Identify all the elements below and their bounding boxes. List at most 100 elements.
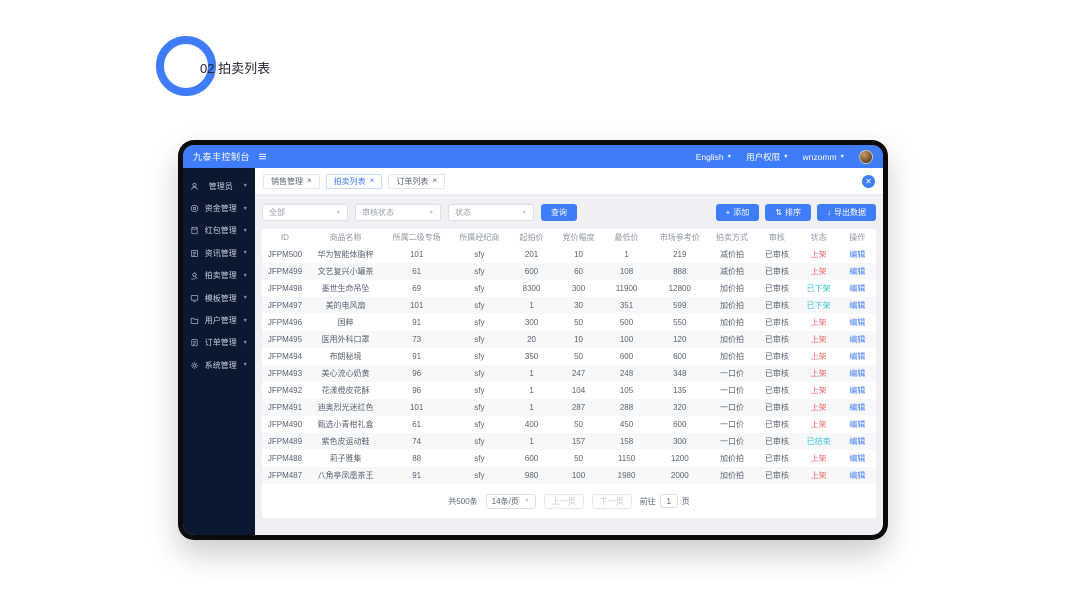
sidebar-item[interactable]: 红包管理 ▼ xyxy=(183,220,255,242)
sidebar-item[interactable]: 系统管理 ▼ xyxy=(183,354,255,376)
cell-start: 1 xyxy=(529,369,534,378)
filter-select[interactable]: 审核状态 ▼ xyxy=(355,204,441,221)
cell-method: 加价拍 xyxy=(720,301,744,310)
cell-id: JFPM497 xyxy=(267,301,303,310)
sort-button[interactable]: ⇅ 排序 xyxy=(765,204,811,221)
cell-step: 50 xyxy=(574,318,583,327)
table-row: JFPM497 美的电风扇 101 sfy 1 30 351 599 加价拍 已审核 已下架 编辑 xyxy=(262,297,876,314)
cell-id: JFPM494 xyxy=(267,352,303,361)
cell-broker: sfy xyxy=(474,420,485,429)
column-header: 拍卖方式 xyxy=(716,233,748,242)
edit-link[interactable]: 编辑 xyxy=(849,471,866,480)
cell-action: 编辑 xyxy=(838,351,876,362)
permissions-menu[interactable]: 用户权限 ▼ xyxy=(746,151,788,163)
sidebar-item[interactable]: 订单管理 ▼ xyxy=(183,332,255,354)
cell-action: 编辑 xyxy=(838,436,876,447)
next-page-button[interactable]: 下一页 xyxy=(591,493,632,509)
cell-broker: sfy xyxy=(474,403,485,412)
cell-method: 一口价 xyxy=(720,437,744,446)
cell-min: 450 xyxy=(619,420,634,429)
sidebar-item[interactable]: 资金管理 ▼ xyxy=(183,197,255,219)
titlebar-right: English ▼ 用户权限 ▼ wnzomm ▼ xyxy=(696,149,873,164)
edit-link[interactable]: 编辑 xyxy=(849,352,866,361)
cell-action: 编辑 xyxy=(838,453,876,464)
cell-min: 1150 xyxy=(617,454,636,463)
status-badge: 已结束 xyxy=(806,437,831,446)
filter-select[interactable]: 状态 ▼ xyxy=(448,204,534,221)
hamburger-icon[interactable] xyxy=(258,152,267,161)
cell-ref: 300 xyxy=(673,437,687,446)
table-card: ID 商品名称 所属二级专场 所属经纪商 起拍价 竞价幅度 最低价 市场参考价 拍卖方式 审核 状态… xyxy=(262,229,876,518)
cell-audit: 已审核 xyxy=(764,352,789,361)
language-menu[interactable]: English ▼ xyxy=(696,152,732,162)
close-icon[interactable]: × xyxy=(432,176,438,185)
goto-page-input[interactable] xyxy=(659,494,678,508)
table-row: JFPM494 布朗秘境 91 sfy 350 50 600 600 加价拍 已审核 上架 编辑 xyxy=(262,348,876,365)
column-header: 审核 xyxy=(768,233,785,242)
prev-page-button[interactable]: 上一页 xyxy=(543,493,584,509)
export-button[interactable]: ↓ 导出数据 xyxy=(817,204,876,221)
edit-link[interactable]: 编辑 xyxy=(849,335,866,344)
cell-action: 编辑 xyxy=(838,368,876,379)
status-badge: 上架 xyxy=(810,267,827,276)
close-icon[interactable]: × xyxy=(307,176,312,185)
tabs-group: 销售管理 × 拍卖列表 × 订单列表 × xyxy=(263,173,446,189)
sidebar-item[interactable]: 拍卖管理 ▼ xyxy=(183,265,255,287)
select-placeholder: 全部 xyxy=(269,208,285,217)
edit-link[interactable]: 编辑 xyxy=(849,318,866,327)
page-size-select[interactable]: 14条/页 ▼ xyxy=(485,493,536,509)
coin-icon xyxy=(190,204,199,213)
edit-link[interactable]: 编辑 xyxy=(849,369,866,378)
tab-item[interactable]: 销售管理 × xyxy=(263,173,320,189)
edit-link[interactable]: 编辑 xyxy=(849,403,866,412)
edit-link[interactable]: 编辑 xyxy=(849,250,866,259)
sidebar-item-label: 拍卖管理 xyxy=(204,271,237,281)
status-badge: 上架 xyxy=(810,403,827,412)
sidebar-item[interactable]: 资讯管理 ▼ xyxy=(183,242,255,264)
cell-name: 文艺复兴小罐茶 xyxy=(317,267,374,276)
chevron-down-icon: ▼ xyxy=(726,153,733,160)
cell-ref: 320 xyxy=(673,403,687,412)
chevron-down-icon: ▼ xyxy=(242,317,248,324)
close-all-tabs-icon[interactable]: ✕ xyxy=(862,174,875,188)
chevron-down-icon: ▼ xyxy=(783,153,789,160)
sidebar-item[interactable]: 模板管理 ▼ xyxy=(183,287,255,309)
cell-method: 加价拍 xyxy=(720,352,744,361)
cell-start: 600 xyxy=(524,267,539,276)
cell-broker: sfy xyxy=(474,454,485,463)
sidebar-item[interactable]: 管理员 ▼ xyxy=(183,175,255,197)
column-header: 市场参考价 xyxy=(659,233,700,242)
close-icon[interactable]: × xyxy=(369,176,375,185)
edit-link[interactable]: 编辑 xyxy=(849,267,866,276)
avatar[interactable] xyxy=(859,149,873,164)
page-size-value: 14条/页 xyxy=(491,496,519,506)
table-row: JFPM490 甄选小青柑礼盒 61 sfy 400 50 450 600 一口价 已审核 上架 编辑 xyxy=(262,416,876,433)
cell-id: JFPM490 xyxy=(267,420,303,429)
tab-item[interactable]: 订单列表 × xyxy=(388,173,446,189)
cell-broker: sfy xyxy=(474,250,485,259)
cell-step: 60 xyxy=(574,267,583,276)
edit-link[interactable]: 编辑 xyxy=(849,284,866,293)
cell-action: 编辑 xyxy=(838,470,876,481)
search-button[interactable]: 查询 xyxy=(541,204,577,221)
edit-link[interactable]: 编辑 xyxy=(849,386,866,395)
edit-link[interactable]: 编辑 xyxy=(849,454,866,463)
cell-start: 8300 xyxy=(522,284,541,293)
user-menu[interactable]: wnzomm ▼ xyxy=(803,152,845,162)
cell-name: 国粹 xyxy=(337,318,354,327)
column-header: 商品名称 xyxy=(329,233,362,242)
sidebar-item[interactable]: 用户管理 ▼ xyxy=(183,309,255,331)
tab-active[interactable]: 拍卖列表 × xyxy=(325,173,383,189)
filter-select[interactable]: 全部 ▼ xyxy=(262,204,348,221)
total-count: 共500条 xyxy=(448,496,478,506)
add-button[interactable]: + 添加 xyxy=(715,204,760,221)
edit-link[interactable]: 编辑 xyxy=(849,437,866,446)
edit-link[interactable]: 编辑 xyxy=(849,420,866,429)
news-icon xyxy=(190,249,199,258)
cell-action: 编辑 xyxy=(838,402,876,413)
edit-link[interactable]: 编辑 xyxy=(849,301,866,310)
chevron-down-icon: ▼ xyxy=(242,205,248,212)
status-badge: 上架 xyxy=(810,318,827,327)
cell-step: 104 xyxy=(571,386,586,395)
